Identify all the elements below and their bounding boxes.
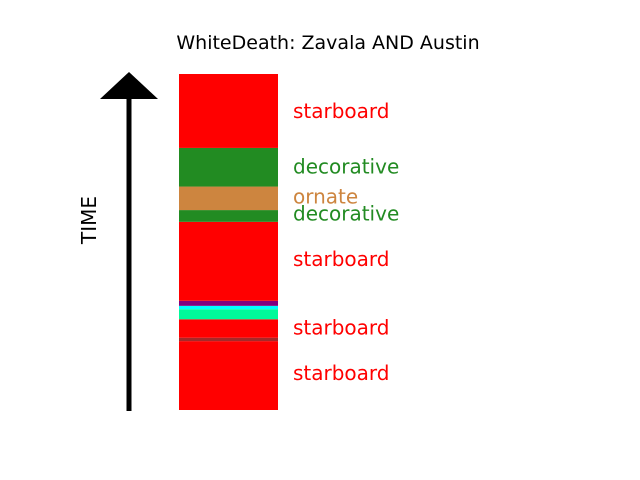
segment-label-4: ornate bbox=[293, 185, 358, 209]
timeline-segment-1 bbox=[179, 337, 278, 342]
time-axis: TIME bbox=[77, 72, 158, 411]
segment-label-1: starboard bbox=[293, 316, 390, 340]
segment-label-2: starboard bbox=[293, 247, 390, 271]
segment-labels: starboardstarboardstarboarddecorativeorn… bbox=[293, 99, 399, 385]
timeline-segment-9 bbox=[179, 147, 278, 187]
timeline-segment-7 bbox=[179, 210, 278, 222]
timeline-segment-0 bbox=[179, 341, 278, 410]
chart-title: WhiteDeath: Zavala AND Austin bbox=[176, 32, 479, 54]
timeline-segment-3 bbox=[179, 309, 278, 320]
timeline-segment-4 bbox=[179, 305, 278, 310]
timeline-segment-10 bbox=[179, 74, 278, 148]
time-axis-label: TIME bbox=[77, 196, 101, 245]
segment-label-6: starboard bbox=[293, 99, 390, 123]
timeline-segment-8 bbox=[179, 186, 278, 211]
segment-label-5: decorative bbox=[293, 154, 399, 178]
timeline-segment-6 bbox=[179, 221, 278, 301]
time-arrow-head bbox=[100, 72, 158, 99]
timeline-bar bbox=[179, 74, 278, 410]
segment-label-0: starboard bbox=[293, 361, 390, 385]
timeline-segment-5 bbox=[179, 300, 278, 306]
segment-label-3: decorative bbox=[293, 201, 399, 225]
timeline-segment-2 bbox=[179, 319, 278, 338]
